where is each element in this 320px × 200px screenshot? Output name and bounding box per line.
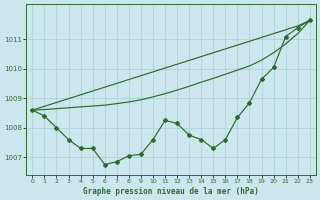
X-axis label: Graphe pression niveau de la mer (hPa): Graphe pression niveau de la mer (hPa) <box>83 187 259 196</box>
